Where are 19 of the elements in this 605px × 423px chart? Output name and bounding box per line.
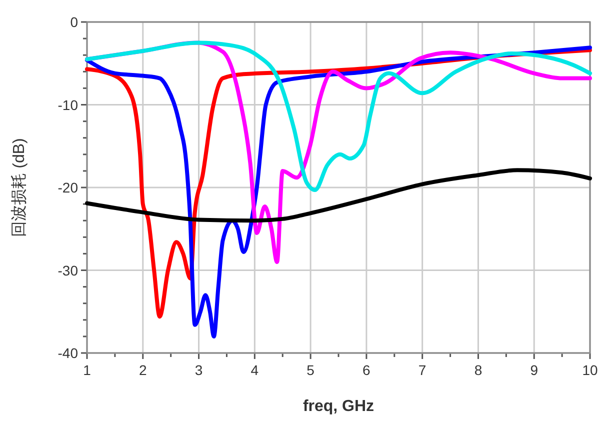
x-tick-label: 5 [306, 362, 315, 378]
line-series [85, 168, 592, 223]
y-tick-label: 0 [70, 14, 78, 30]
x-tick-label: 2 [138, 362, 147, 378]
y-axis-title: 回波损耗 (dB) [10, 138, 28, 237]
x-tick-label: 6 [362, 362, 371, 378]
x-tick-label: 10 [582, 362, 598, 378]
y-tick-label: -40 [58, 345, 78, 361]
x-tick-label: 7 [418, 362, 426, 378]
y-tick-label: -20 [58, 180, 78, 196]
x-tick-label: 8 [474, 362, 482, 378]
x-tick-label: 1 [83, 362, 92, 378]
x-tick-label: 9 [530, 362, 538, 378]
x-axis-title: freq, GHz [302, 398, 374, 415]
x-tick-label: 4 [250, 362, 259, 378]
x-tick-label: 3 [194, 362, 203, 378]
line-series [85, 40, 592, 192]
y-tick-label: -30 [58, 262, 78, 278]
y-tick-label: -10 [58, 96, 78, 113]
